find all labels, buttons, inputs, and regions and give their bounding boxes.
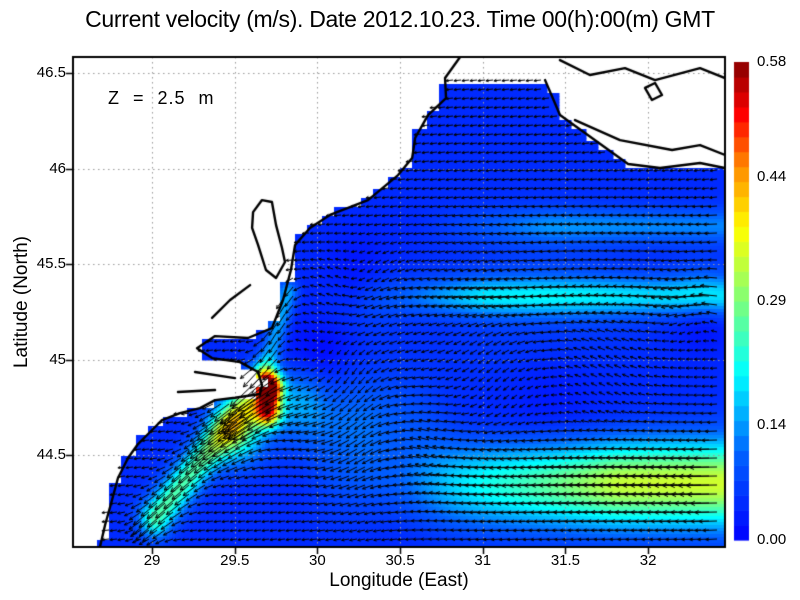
x-axis-tick-label: 29.5 — [220, 552, 250, 569]
x-axis-tick-label: 30 — [309, 552, 326, 569]
y-axis-tick-label: 46 — [49, 159, 66, 177]
colorbar-tick-label: 0.29 — [757, 292, 787, 309]
x-axis-tick-label: 29 — [143, 552, 161, 569]
y-axis-tick-label: 46.5 — [36, 64, 66, 82]
colorbar-tick-label: 0.58 — [757, 53, 787, 70]
page-title: Current velocity (m/s). Date 2012.10.23.… — [85, 6, 715, 32]
y-axis-tick-label: 44.5 — [36, 446, 66, 464]
colorbar-tick-label: 0.00 — [757, 531, 787, 548]
x-axis-tick-label: 30.5 — [385, 552, 415, 569]
x-axis-tick-label: 31.5 — [550, 552, 581, 569]
colorbar-tick-label: 0.14 — [757, 415, 787, 433]
y-axis-tick-label: 45 — [49, 350, 66, 368]
colorbar-tick-label: 0.44 — [757, 168, 787, 186]
x-axis-tick-label: 32 — [639, 552, 657, 569]
y-axis-tick-label: 45.5 — [36, 255, 66, 273]
depth-annotation: Z = 2.5 m — [108, 88, 215, 108]
x-axis-label: Longitude (East) — [329, 570, 469, 591]
x-axis-tick-label: 31 — [474, 552, 492, 569]
